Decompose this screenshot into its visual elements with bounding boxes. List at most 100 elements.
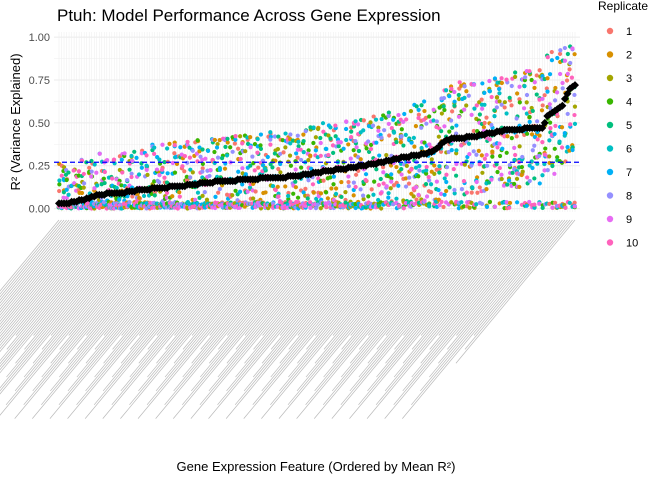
replicate-point [570, 147, 575, 153]
x-category-label [94, 219, 203, 350]
x-category-label [164, 219, 319, 406]
replicate-point [323, 204, 329, 209]
replicate-point [394, 164, 399, 170]
x-category-label [200, 219, 309, 350]
x-category-label [5, 219, 160, 406]
replicate-point [386, 191, 391, 196]
x-category-label [59, 219, 191, 378]
x-category-label [473, 219, 571, 336]
replicate-point [363, 172, 369, 177]
x-category-label [297, 219, 417, 364]
mean-marker [571, 81, 579, 90]
replicate-point [301, 139, 306, 144]
x-category-label [332, 219, 452, 364]
replicate-point [295, 195, 301, 200]
replicate-point [233, 188, 238, 193]
replicate-point [394, 196, 399, 201]
replicate-point [524, 203, 529, 208]
replicate-point [512, 157, 517, 163]
replicate-point [328, 175, 333, 180]
replicate-point [444, 165, 450, 170]
x-category-label [77, 219, 186, 350]
replicate-point [255, 137, 260, 142]
replicate-point [72, 181, 77, 186]
x-category-label [0, 219, 105, 347]
replicate-point [306, 148, 311, 153]
replicate-point [500, 146, 505, 151]
x-category-label [84, 219, 251, 419]
replicate-point [565, 71, 570, 76]
x-category-label [0, 219, 90, 328]
replicate-point [64, 177, 69, 183]
replicate-point [339, 179, 344, 185]
x-category-label [0, 219, 98, 337]
replicate-point [64, 187, 69, 192]
replicate-point [534, 92, 539, 97]
legend-label-3: 3 [626, 73, 632, 85]
replicate-point [162, 175, 167, 180]
replicate-point [490, 149, 495, 154]
replicate-point [530, 108, 535, 114]
x-category-label [0, 219, 100, 340]
replicate-point [406, 181, 412, 186]
x-category-label [358, 219, 468, 350]
replicate-point [293, 167, 298, 172]
replicate-point [64, 195, 69, 200]
x-category-label [384, 219, 551, 419]
replicate-point [456, 96, 462, 102]
replicate-point [125, 177, 130, 183]
replicate-point [514, 116, 519, 121]
replicate-point [248, 163, 253, 168]
replicate-point [141, 193, 147, 199]
replicate-point [59, 173, 64, 178]
replicate-point [95, 183, 100, 188]
replicate-point [486, 180, 492, 185]
replicate-point [315, 202, 320, 207]
replicate-point [416, 107, 421, 113]
replicate-point [208, 168, 213, 173]
replicate-point [313, 206, 319, 211]
replicate-point [485, 163, 490, 168]
x-category-label [411, 219, 543, 378]
replicate-point [452, 187, 457, 193]
x-category-label [340, 219, 473, 378]
replicate-point [452, 103, 457, 108]
x-category-label [0, 219, 118, 362]
replicate-point [326, 133, 331, 138]
replicate-point [363, 177, 368, 183]
x-category-label [14, 219, 181, 419]
replicate-point [318, 191, 324, 196]
replicate-point [295, 133, 300, 138]
x-category-label [129, 219, 238, 350]
replicate-point [567, 67, 572, 72]
replicate-point [328, 136, 333, 141]
y-tick-label: 1.00 [29, 32, 50, 44]
replicate-point [537, 153, 542, 159]
x-category-label [102, 219, 269, 419]
x-category-label [331, 219, 498, 419]
replicate-point [296, 139, 301, 144]
replicate-point [547, 72, 553, 77]
replicate-point [479, 97, 484, 102]
replicate-point [245, 189, 250, 194]
replicate-point [217, 167, 223, 173]
replicate-point [542, 161, 547, 167]
replicate-point [474, 202, 479, 207]
replicate-point [236, 146, 241, 151]
replicate-point [248, 135, 253, 140]
replicate-point [321, 178, 326, 183]
replicate-point [422, 108, 427, 114]
x-category-label [147, 219, 279, 378]
replicate-point [521, 106, 527, 111]
replicate-point [399, 134, 404, 139]
x-category-label [0, 219, 75, 310]
replicate-point [558, 48, 563, 53]
replicate-point [482, 90, 487, 96]
replicate-point [553, 85, 558, 91]
replicate-point [129, 174, 134, 180]
replicate-point [553, 123, 558, 129]
replicate-point [144, 167, 149, 172]
replicate-point [372, 179, 377, 184]
replicate-point [387, 133, 392, 138]
x-category-label [0, 219, 128, 374]
